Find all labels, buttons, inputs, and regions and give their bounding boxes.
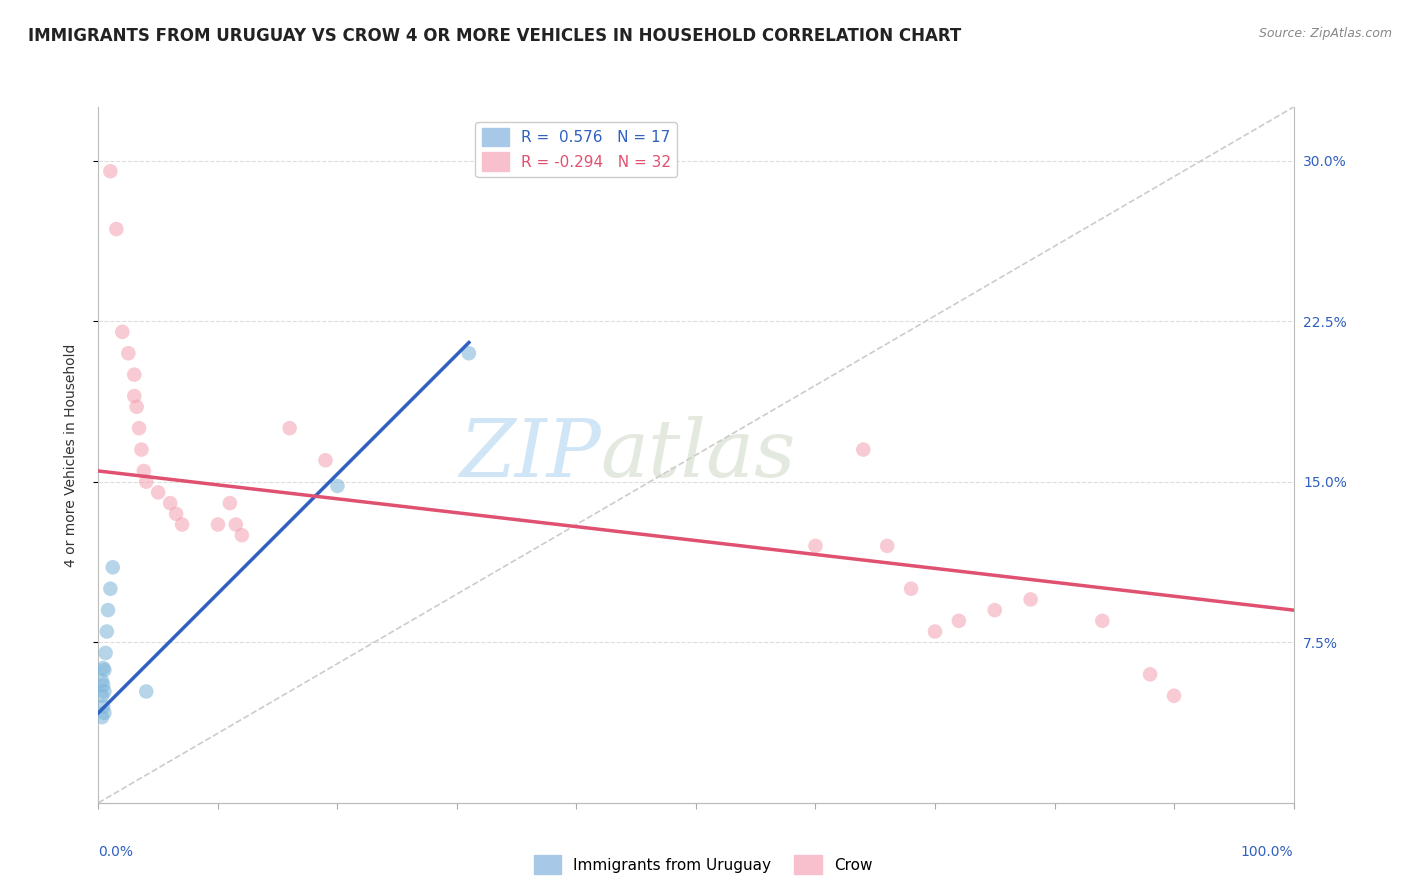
Point <box>131 442 153 457</box>
Point <box>924 624 946 639</box>
Point <box>93 684 115 698</box>
Point <box>278 421 301 435</box>
Point <box>111 325 134 339</box>
Point <box>1139 667 1161 681</box>
Text: Source: ZipAtlas.com: Source: ZipAtlas.com <box>1258 27 1392 40</box>
Point <box>91 673 114 688</box>
Point <box>91 710 114 724</box>
Point <box>124 368 146 382</box>
Text: ZIP: ZIP <box>458 417 600 493</box>
Legend: Immigrants from Uruguay, Crow: Immigrants from Uruguay, Crow <box>527 849 879 880</box>
Point <box>1091 614 1114 628</box>
Y-axis label: 4 or more Vehicles in Household: 4 or more Vehicles in Household <box>63 343 77 566</box>
Text: IMMIGRANTS FROM URUGUAY VS CROW 4 OR MORE VEHICLES IN HOUSEHOLD CORRELATION CHAR: IMMIGRANTS FROM URUGUAY VS CROW 4 OR MOR… <box>28 27 962 45</box>
Point <box>91 699 114 714</box>
Point <box>98 164 122 178</box>
Point <box>948 614 970 628</box>
Point <box>96 624 118 639</box>
Point <box>135 475 157 489</box>
Point <box>124 389 146 403</box>
Point <box>94 646 117 660</box>
Point <box>804 539 827 553</box>
Point <box>117 346 139 360</box>
Point <box>98 582 122 596</box>
Point <box>326 479 349 493</box>
Point <box>315 453 337 467</box>
Point <box>125 400 148 414</box>
Point <box>97 603 120 617</box>
Text: 100.0%: 100.0% <box>1241 845 1294 858</box>
Point <box>132 464 155 478</box>
Point <box>984 603 1007 617</box>
Point <box>93 663 115 677</box>
Point <box>165 507 187 521</box>
Point <box>93 706 115 720</box>
Point <box>91 678 114 692</box>
Point <box>876 539 898 553</box>
Point <box>148 485 170 500</box>
Point <box>900 582 922 596</box>
Point <box>458 346 481 360</box>
Point <box>91 689 114 703</box>
Point <box>135 684 157 698</box>
Point <box>219 496 242 510</box>
Point <box>159 496 181 510</box>
Legend: R =  0.576   N = 17, R = -0.294   N = 32: R = 0.576 N = 17, R = -0.294 N = 32 <box>475 121 678 178</box>
Text: 0.0%: 0.0% <box>98 845 134 858</box>
Point <box>225 517 247 532</box>
Point <box>105 222 128 236</box>
Point <box>1163 689 1185 703</box>
Point <box>207 517 229 532</box>
Point <box>101 560 124 574</box>
Point <box>91 661 114 675</box>
Point <box>172 517 194 532</box>
Point <box>231 528 253 542</box>
Point <box>128 421 150 435</box>
Point <box>852 442 875 457</box>
Point <box>1019 592 1042 607</box>
Text: atlas: atlas <box>600 417 796 493</box>
